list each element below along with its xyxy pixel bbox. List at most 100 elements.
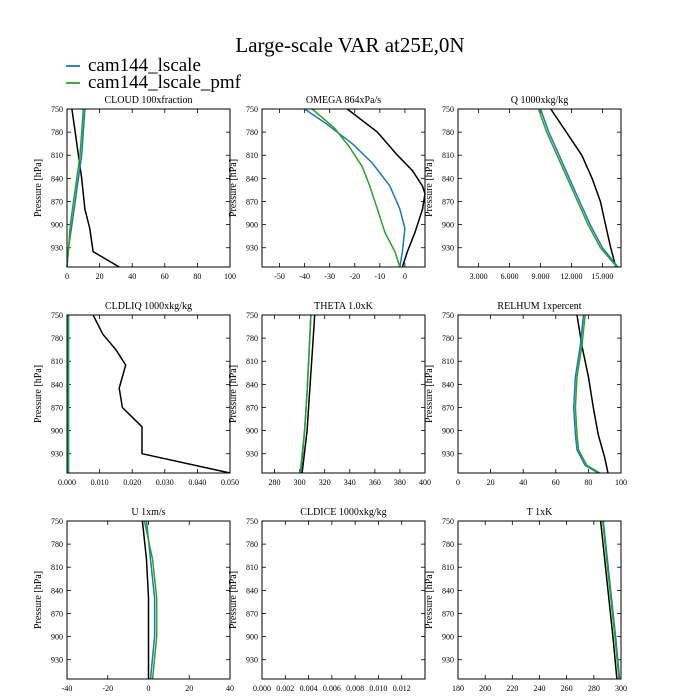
panel-4: CLDLIQ 1000xkg/kg Pressure [hPa] 750 780 810… xyxy=(33,301,239,487)
y-tick-label: 750 xyxy=(246,517,258,526)
y-tick-label: 750 xyxy=(442,311,454,320)
y-tick-label: 810 xyxy=(442,151,454,160)
x-tick-label: 360 xyxy=(369,478,381,487)
panel-title: OMEGA 864xPa/s xyxy=(306,95,381,106)
series-line-cam144-lscale-pmf xyxy=(66,108,85,268)
y-tick-label: 930 xyxy=(442,656,454,665)
x-tick-label: 20 xyxy=(96,272,104,281)
series-line-cam144-lscale xyxy=(145,520,156,680)
y-tick-label: 810 xyxy=(246,357,258,366)
x-tick-label: 0.002 xyxy=(276,684,294,693)
y-tick-label: 870 xyxy=(51,197,63,206)
x-tick-label: -30 xyxy=(324,272,335,281)
series-line-cam144-lscale-pmf xyxy=(311,108,401,268)
series-line-cam144-lscale xyxy=(539,108,619,268)
x-tick-label: 400 xyxy=(419,478,431,487)
y-tick-label: 780 xyxy=(442,334,454,343)
y-tick-label: 870 xyxy=(442,197,454,206)
y-tick-label: 870 xyxy=(51,403,63,412)
y-tick-label: 810 xyxy=(442,357,454,366)
x-tick-label: 320 xyxy=(319,478,331,487)
x-tick-label: 100 xyxy=(224,272,236,281)
y-tick-label: 930 xyxy=(246,244,258,253)
y-tick-label: 750 xyxy=(51,517,63,526)
series-line-cam144-lscale xyxy=(304,108,406,268)
y-tick-label: 900 xyxy=(442,427,454,436)
x-tick-label: 100 xyxy=(615,478,627,487)
plot-frame xyxy=(261,314,426,474)
x-tick-label: 20 xyxy=(487,478,495,487)
y-tick-label: 870 xyxy=(246,197,258,206)
y-tick-label: 780 xyxy=(51,128,63,137)
y-axis-label: Pressure [hPa] xyxy=(33,159,44,217)
x-tick-label: 280 xyxy=(588,684,600,693)
panel-title: CLDLIQ 1000xkg/kg xyxy=(105,301,192,312)
panel-1: CLOUD 100xfraction Pressure [hPa] 750 780 81… xyxy=(33,95,236,281)
x-tick-label: 300 xyxy=(615,684,627,693)
x-tick-label: 9.000 xyxy=(532,272,550,281)
y-tick-label: 900 xyxy=(442,633,454,642)
x-tick-label: 0.020 xyxy=(123,478,141,487)
legend-label-lscale-pmf: cam144_lscale_pmf xyxy=(88,72,242,93)
plot-frame xyxy=(457,314,622,474)
plot-frame xyxy=(66,314,231,474)
panel-8: CLDICE 1000xkg/kg Pressure [hPa] 750 780 810… xyxy=(228,507,426,693)
x-tick-label: 0.050 xyxy=(221,478,239,487)
y-tick-label: 900 xyxy=(246,427,258,436)
panel-title: CLOUD 100xfraction xyxy=(104,95,192,106)
legend-label-lscale: cam144_lscale xyxy=(88,55,201,76)
x-tick-label: 0.010 xyxy=(369,684,387,693)
y-tick-label: 810 xyxy=(442,563,454,572)
x-tick-label: 0.000 xyxy=(58,478,76,487)
y-tick-label: 900 xyxy=(51,427,63,436)
y-tick-label: 930 xyxy=(51,450,63,459)
panel-7: U 1xm/s Pressure [hPa] 750 780 810 840 870 900 9… xyxy=(33,507,234,693)
y-axis-label: Pressure [hPa] xyxy=(228,159,239,217)
y-tick-label: 870 xyxy=(51,609,63,618)
x-tick-label: 260 xyxy=(561,684,573,693)
panels: CLOUD 100xfraction Pressure [hPa] 750 780 81… xyxy=(33,95,627,693)
figure-title: Large-scale VAR at25E,0N xyxy=(235,33,464,57)
series-line-obs xyxy=(141,520,150,679)
y-tick-label: 900 xyxy=(442,221,454,230)
series-line-cam144-lscale-pmf xyxy=(143,520,158,680)
y-tick-label: 780 xyxy=(246,334,258,343)
y-tick-label: 840 xyxy=(442,174,454,183)
y-tick-label: 870 xyxy=(246,609,258,618)
panel-title: Q 1000xkg/kg xyxy=(511,95,569,106)
x-tick-label: 0.010 xyxy=(91,478,109,487)
y-tick-label: 870 xyxy=(442,609,454,618)
y-tick-label: 840 xyxy=(442,380,454,389)
y-axis-label: Pressure [hPa] xyxy=(33,365,44,423)
y-tick-label: 930 xyxy=(442,450,454,459)
y-axis-label: Pressure [hPa] xyxy=(424,365,435,423)
x-tick-label: 0.004 xyxy=(300,684,318,693)
x-tick-label: 0.012 xyxy=(393,684,411,693)
legend: cam144_lscale cam144_lscale_pmf xyxy=(66,55,242,93)
series-line-obs xyxy=(550,108,617,268)
x-tick-label: -50 xyxy=(274,272,285,281)
y-axis-label: Pressure [hPa] xyxy=(228,365,239,423)
series-line-obs xyxy=(92,314,231,474)
series-line-obs xyxy=(346,108,426,268)
y-tick-label: 840 xyxy=(246,174,258,183)
y-tick-label: 780 xyxy=(51,334,63,343)
panel-3: Q 1000xkg/kg Pressure [hPa] 750 780 810 840 87… xyxy=(424,95,622,281)
x-tick-label: 0.000 xyxy=(253,684,271,693)
y-tick-label: 930 xyxy=(51,244,63,253)
series-line-obs xyxy=(71,108,120,268)
panel-9: T 1xK Pressure [hPa] 750 780 810 840 870 900 930… xyxy=(424,507,627,693)
x-tick-label: 180 xyxy=(452,684,464,693)
y-axis-label: Pressure [hPa] xyxy=(424,159,435,217)
plot-frame xyxy=(261,520,426,680)
y-tick-label: 870 xyxy=(246,403,258,412)
y-tick-label: 780 xyxy=(442,128,454,137)
x-tick-label: 300 xyxy=(294,478,306,487)
series-line-cam144-lscale xyxy=(572,314,599,474)
series-line-obs xyxy=(599,520,618,680)
panel-6: RELHUM 1xpercent Pressure [hPa] 750 780 810 8… xyxy=(424,301,627,487)
panel-title: T 1xK xyxy=(527,507,553,518)
y-tick-label: 780 xyxy=(246,128,258,137)
x-tick-label: 340 xyxy=(344,478,356,487)
x-tick-label: 60 xyxy=(552,478,560,487)
